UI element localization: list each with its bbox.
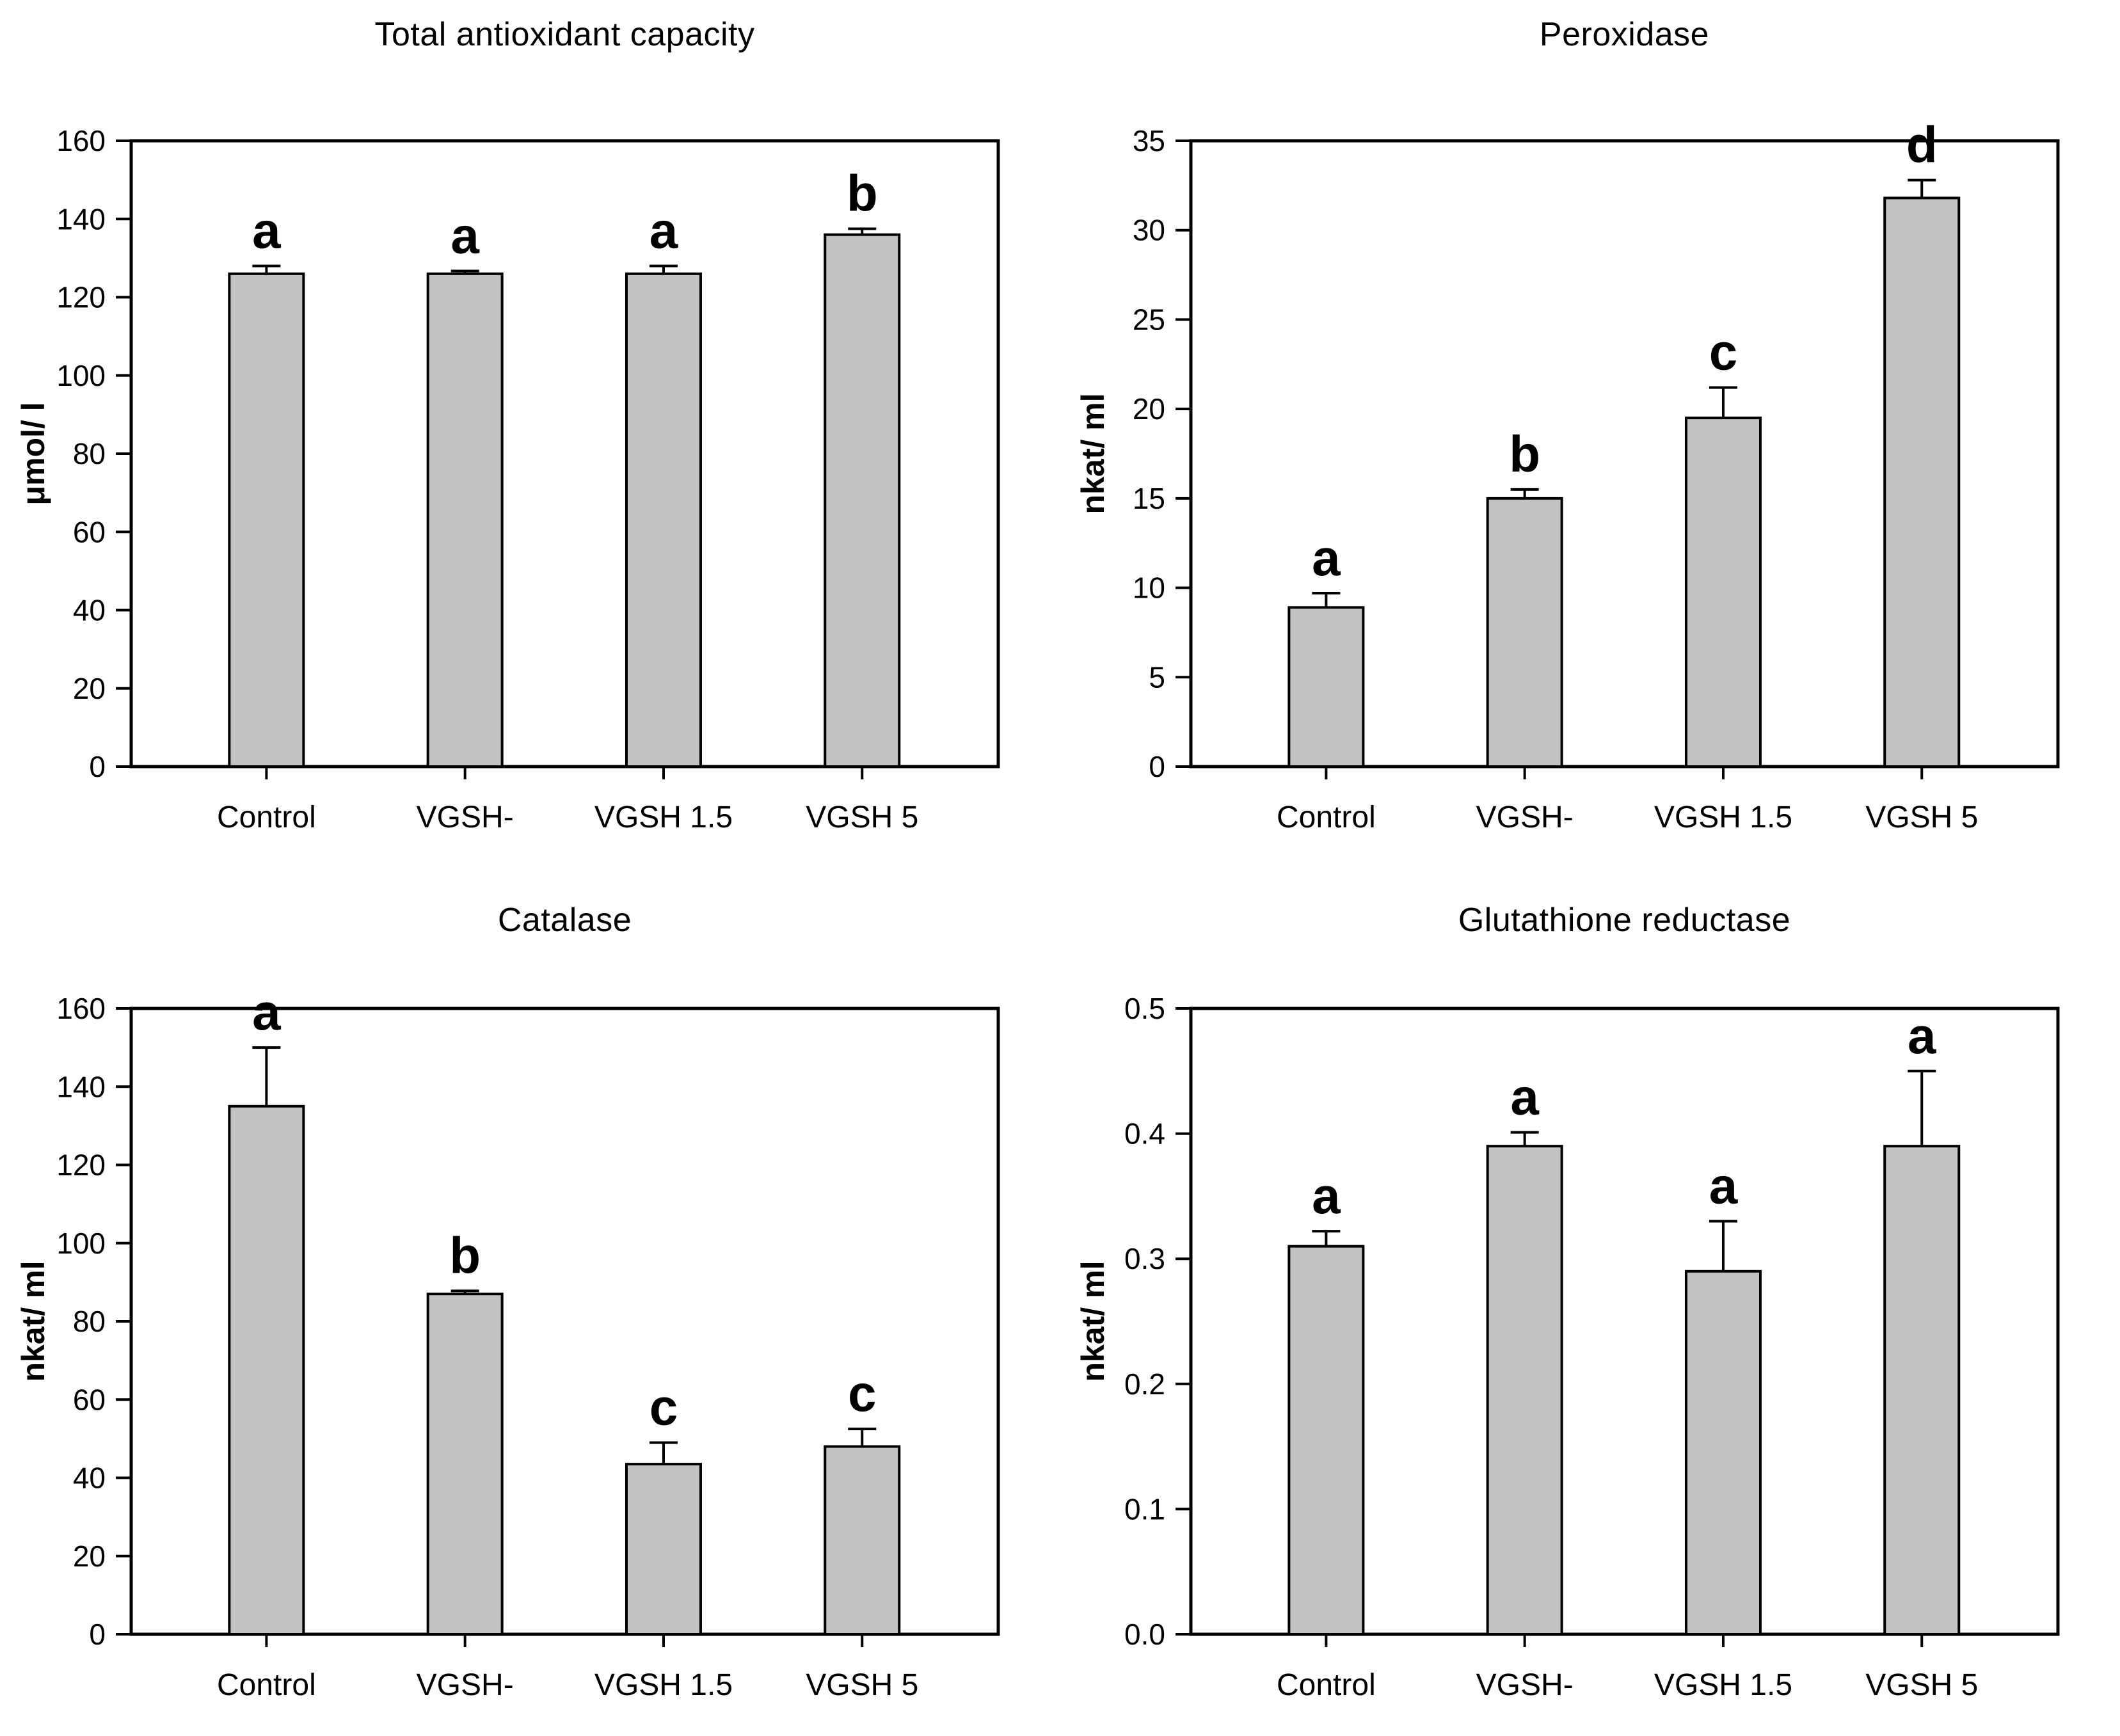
plot-border	[1189, 1007, 2060, 1636]
y-tick-label: 15	[1133, 482, 1165, 515]
bar	[1287, 606, 1365, 768]
chart-title: Peroxidase	[1539, 16, 1710, 53]
bar	[228, 1104, 305, 1636]
significance-letter: a	[1312, 529, 1341, 586]
x-category-label: VGSH-	[1476, 800, 1574, 834]
bar	[1883, 1145, 1961, 1636]
y-tick-label: 0.2	[1124, 1367, 1165, 1401]
significance-letter: c	[848, 1365, 877, 1422]
panel-peroxidase: Peroxidase nkat/ ml 0 5 10 15 20 25 30 35 a Contr…	[1060, 0, 2120, 868]
x-category-label: VGSH 1.5	[594, 800, 733, 834]
y-tick-label: 20	[1133, 392, 1165, 426]
y-tick-label: 40	[73, 1461, 106, 1495]
significance-letter: c	[650, 1378, 678, 1435]
significance-letter: a	[1709, 1158, 1738, 1214]
y-tick-label: 100	[56, 1227, 106, 1260]
significance-letter: d	[1906, 116, 1938, 173]
x-category-label: VGSH 1.5	[1654, 800, 1792, 834]
x-category-label: Control	[1277, 1668, 1376, 1702]
bar	[1684, 1270, 1762, 1636]
bar	[228, 272, 305, 768]
panel-total-antioxidant-capacity: Total antioxidant capacity μmol/ l 0 20 40…	[0, 0, 1060, 868]
x-category-label: Control	[217, 1668, 316, 1702]
y-tick-label: 80	[73, 1305, 106, 1338]
bar-chart-total-antioxidant-capacity: 0 20 40 60 80 100 120 140 160 a Control a VGSH-a VGSH…	[56, 124, 1000, 834]
y-tick-label: 5	[1149, 660, 1165, 694]
bar	[824, 1445, 901, 1636]
y-tick-label: 80	[73, 437, 106, 470]
y-tick-label: 60	[73, 1383, 106, 1416]
x-category-label: VGSH 5	[806, 800, 918, 834]
significance-letter: a	[1510, 1069, 1539, 1126]
bar	[1883, 196, 1961, 768]
x-category-label: VGSH-	[417, 1668, 514, 1702]
panel-catalase: Catalase nkat/ ml 0 20 40 60 80 100 120 140 160 a…	[0, 868, 1060, 1736]
x-category-label: VGSH 1.5	[594, 1668, 733, 1702]
bar	[824, 233, 901, 768]
significance-letter: a	[1312, 1167, 1341, 1224]
significance-letter: a	[1908, 1007, 1936, 1064]
bar	[625, 1463, 702, 1636]
significance-letter: a	[650, 202, 678, 259]
bar	[1287, 1245, 1365, 1636]
bar	[426, 1293, 504, 1636]
chart-title: Glutathione reductase	[1458, 902, 1791, 939]
y-tick-label: 0.4	[1124, 1117, 1165, 1151]
x-category-label: VGSH-	[417, 800, 514, 834]
bar-chart-glutathione-reductase: 0.0 0.1 0.2 0.3 0.4 0.5 a Control a VGSH-a VGSH 1.…	[1124, 992, 2060, 1702]
y-tick-label: 0	[89, 1618, 106, 1651]
significance-letter: b	[1509, 426, 1540, 482]
x-category-label: Control	[217, 800, 316, 834]
y-tick-label: 35	[1133, 124, 1165, 157]
y-tick-label: 100	[56, 359, 106, 392]
y-tick-label: 10	[1133, 571, 1165, 605]
x-category-label: VGSH 5	[806, 1668, 918, 1702]
y-tick-label: 0.0	[1124, 1618, 1165, 1651]
y-tick-label: 30	[1133, 214, 1165, 247]
y-tick-label: 0.1	[1124, 1492, 1165, 1525]
y-tick-label: 140	[56, 1070, 106, 1103]
significance-letter: b	[847, 165, 878, 222]
significance-letter: a	[450, 207, 479, 264]
y-tick-label: 120	[56, 1149, 106, 1182]
y-tick-label: 120	[56, 281, 106, 314]
bar	[1486, 497, 1563, 768]
significance-letter: c	[1709, 324, 1738, 381]
chart-title: Catalase	[497, 902, 632, 939]
x-category-label: VGSH 1.5	[1654, 1668, 1792, 1702]
y-tick-label: 25	[1133, 303, 1165, 336]
bar	[1486, 1145, 1563, 1636]
y-tick-label: 160	[56, 992, 106, 1025]
x-category-label: VGSH-	[1476, 1668, 1574, 1702]
significance-letter: a	[252, 983, 281, 1040]
plot-border	[1189, 139, 2060, 768]
significance-letter: b	[449, 1227, 481, 1284]
x-category-label: Control	[1277, 800, 1376, 834]
y-tick-label: 0	[89, 750, 106, 783]
y-tick-label: 0	[1149, 750, 1165, 783]
y-tick-label: 20	[73, 1540, 106, 1573]
bar-chart-peroxidase: 0 5 10 15 20 25 30 35 a Control b VGSH-c VGSH 1.5 d VG…	[1133, 116, 2060, 834]
bar	[426, 272, 504, 768]
y-tick-label: 60	[73, 515, 106, 548]
x-category-label: VGSH 5	[1865, 800, 1978, 834]
bar-chart-catalase: 0 20 40 60 80 100 120 140 160 a Control b VGSH-c VGSH…	[56, 983, 1000, 1702]
bar	[1684, 417, 1762, 768]
y-tick-label: 40	[73, 594, 106, 627]
chart-title: Total antioxidant capacity	[374, 16, 755, 53]
y-tick-label: 0.3	[1124, 1242, 1165, 1275]
y-tick-label: 0.5	[1124, 992, 1165, 1025]
significance-letter: a	[252, 202, 281, 259]
y-tick-label: 20	[73, 672, 106, 705]
y-tick-label: 140	[56, 202, 106, 235]
y-tick-label: 160	[56, 124, 106, 157]
panel-glutathione-reductase: Glutathione reductase nkat/ ml 0.0 0.1 0.2…	[1060, 868, 2120, 1736]
x-category-label: VGSH 5	[1865, 1668, 1978, 1702]
bar	[625, 272, 702, 768]
